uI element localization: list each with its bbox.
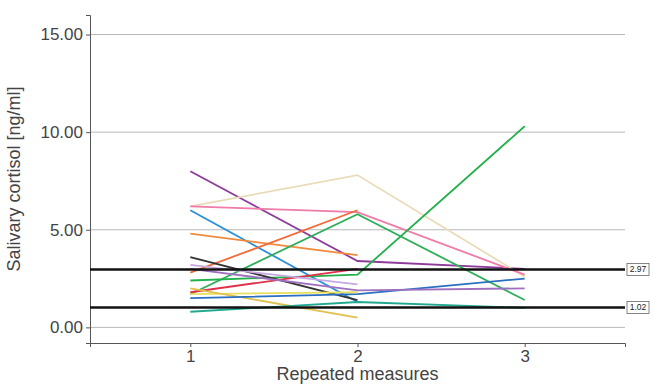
grid	[90, 35, 625, 328]
series-line	[190, 214, 524, 300]
chart: 0.00 5.00 10.00 15.00 1 2 3 2.97 1.02 Repeated me…	[0, 0, 653, 386]
y-tick-label: 15.00	[40, 25, 83, 44]
y-tick-mark	[86, 230, 90, 231]
reference-label-box	[627, 301, 649, 313]
series-line	[190, 206, 524, 274]
y-axis-line	[86, 16, 91, 344]
y-tick-label: 0.00	[50, 318, 83, 337]
reference-lines	[90, 269, 625, 307]
x-tick-label: 1	[186, 347, 195, 366]
y-tick-label: 5.00	[50, 221, 83, 240]
series-line	[190, 175, 524, 277]
y-tick: 15.00	[40, 25, 90, 44]
y-tick-label: 10.00	[40, 123, 83, 142]
y-tick-mark	[86, 35, 90, 36]
x-tick-label: 3	[520, 347, 529, 366]
reference-label: 1.02	[627, 301, 649, 313]
x-tick: 1	[186, 343, 195, 366]
reference-label-text: 1.02	[630, 302, 647, 312]
y-tick-mark	[86, 327, 90, 328]
grid-line	[90, 229, 625, 230]
x-axis-title: Repeated measures	[276, 364, 438, 384]
series-group	[90, 126, 625, 317]
reference-label-text: 2.97	[630, 264, 647, 274]
reference-line	[90, 268, 625, 271]
reference-label: 2.97	[627, 263, 649, 275]
series-line	[190, 126, 524, 280]
y-tick: 0.00	[50, 318, 90, 337]
y-tick-mark	[86, 132, 90, 133]
reference-line	[90, 306, 625, 309]
x-axis: 1 2 3	[91, 343, 626, 366]
y-tick: 5.00	[50, 221, 90, 240]
grid-line	[90, 327, 625, 328]
y-tick: 10.00	[40, 123, 90, 142]
reference-label-box	[627, 263, 649, 275]
series-line	[190, 234, 357, 255]
grid-line	[90, 132, 625, 133]
grid-line	[90, 34, 625, 35]
reference-labels: 2.97 1.02	[627, 263, 649, 313]
plot-area: 0.00 5.00 10.00 15.00 1 2 3 2.97 1.02	[40, 16, 649, 367]
y-axis: 0.00 5.00 10.00 15.00	[40, 16, 90, 344]
x-tick: 2	[353, 343, 362, 366]
y-axis-title: Salivary cortisol [ng/ml]	[4, 86, 24, 271]
series-line	[190, 269, 524, 290]
series-line	[190, 265, 357, 285]
x-tick: 3	[520, 343, 529, 366]
series-line	[190, 210, 357, 302]
